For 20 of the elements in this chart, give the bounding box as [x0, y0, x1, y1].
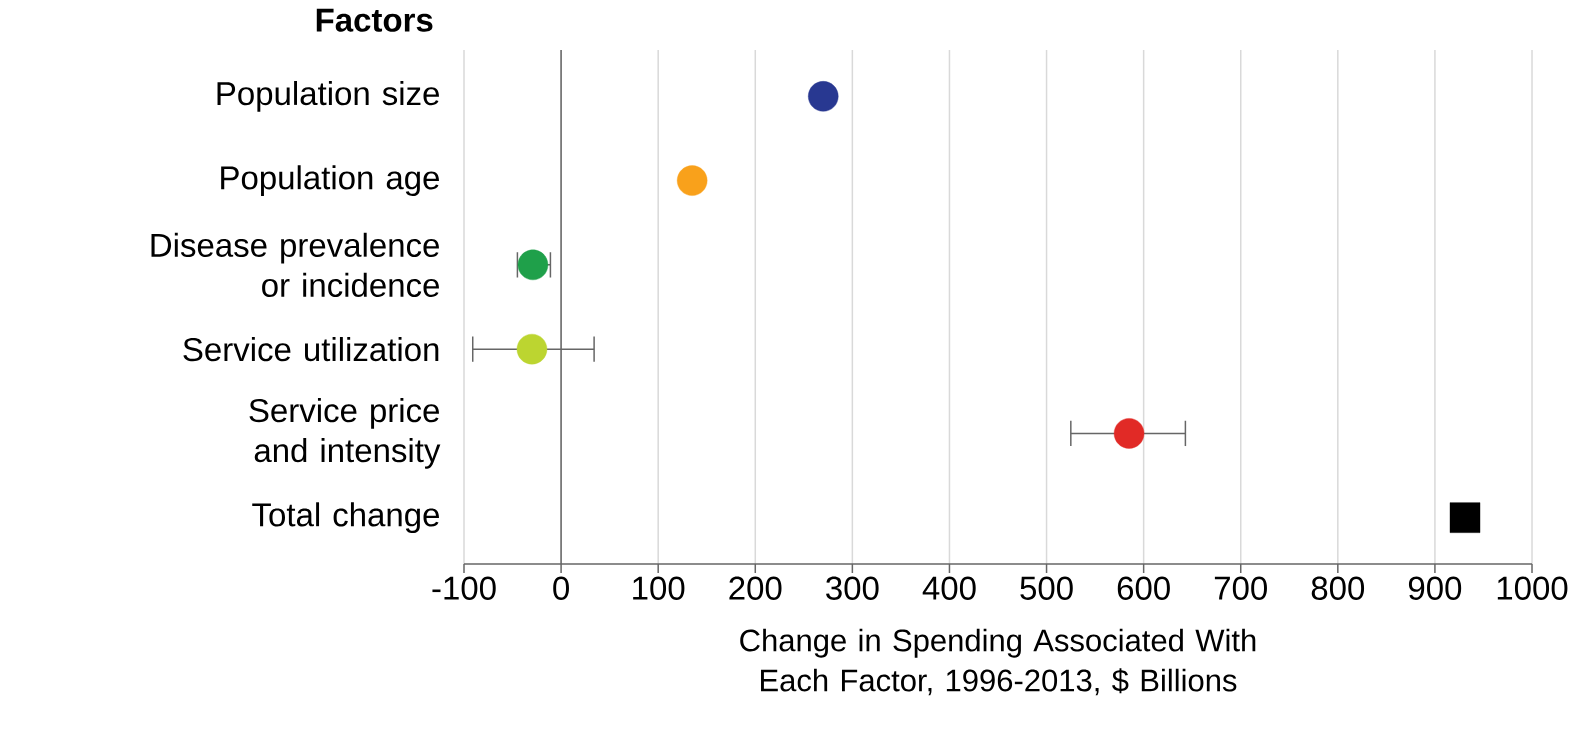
y-tick-label: Service price and intensity [249, 398, 441, 469]
y-tick-label: Service utilization [183, 337, 439, 362]
x-tick-label: 100 [633, 576, 685, 600]
x-tick-label: 500 [1020, 576, 1073, 600]
y-axis-title: Factors [316, 8, 433, 32]
y-tick-label: Population size [217, 80, 439, 112]
x-tick-label: 200 [729, 576, 782, 600]
x-tick-label: 0 [553, 576, 569, 600]
x-tick-label: -100 [432, 576, 496, 600]
x-axis-title: Change in Spending Associated With Each Factor, 1996-2013, $ Billions [740, 628, 1256, 696]
x-tick-label: 900 [1408, 576, 1462, 600]
x-tick-label: 400 [922, 576, 976, 600]
y-tick-label: Disease prevalence or incidence [151, 232, 439, 297]
x-tick-label: 600 [1117, 576, 1170, 600]
y-tick-label: Population age [221, 165, 439, 196]
y-tick-label: Total change [252, 502, 439, 534]
x-tick-label: 1000 [1497, 576, 1568, 600]
x-tick-label: 800 [1311, 576, 1365, 600]
x-tick-label: 700 [1214, 576, 1267, 600]
x-tick-label: 300 [826, 576, 879, 600]
